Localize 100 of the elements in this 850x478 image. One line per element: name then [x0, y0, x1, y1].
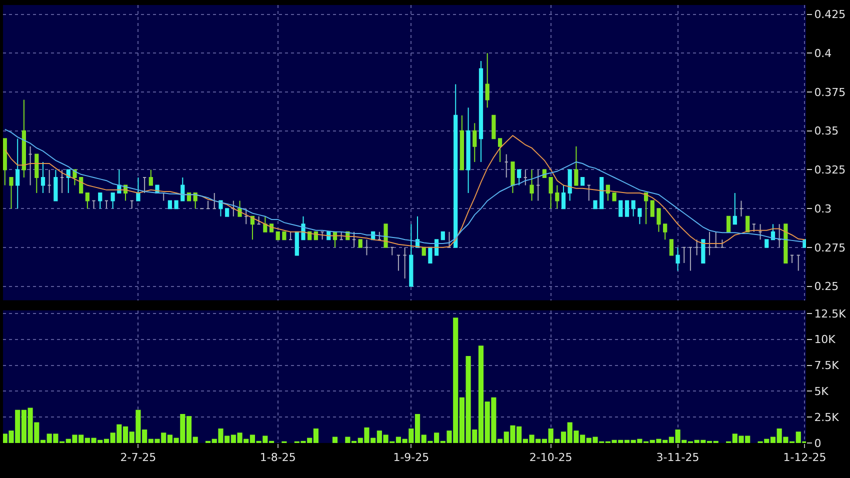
candlestick — [136, 177, 140, 202]
candlestick — [618, 200, 623, 217]
candlestick — [263, 216, 268, 232]
y-tick-label: 0 — [814, 436, 822, 450]
candlestick — [110, 192, 115, 210]
y-tick-label: 0.325 — [814, 164, 846, 177]
candlestick — [694, 239, 699, 256]
candlestick — [174, 200, 178, 210]
candlestick — [130, 200, 134, 210]
candlestick — [644, 192, 648, 225]
candlestick — [3, 138, 7, 186]
candlestick — [663, 224, 668, 240]
candlestick — [485, 52, 490, 108]
x-tick-label: 3-11-25 — [656, 451, 700, 464]
candlestick — [40, 161, 46, 194]
candlestick — [669, 239, 674, 256]
candlestick — [85, 192, 90, 210]
candlestick — [352, 231, 356, 248]
candlestick — [244, 208, 248, 225]
candlestick — [586, 184, 591, 202]
candlestick — [358, 239, 362, 248]
candlestick — [593, 200, 598, 210]
x-tick-label: 1-12-25 — [783, 451, 826, 464]
y-tick-label: 0.3 — [814, 202, 832, 216]
candlestick — [454, 84, 458, 248]
candlestick — [656, 208, 661, 232]
candlestick — [732, 192, 737, 225]
y-tick-label: 7.5K — [814, 359, 840, 372]
candlestick — [784, 224, 788, 264]
candlestick — [22, 99, 26, 178]
candlestick — [606, 184, 610, 202]
candlestick — [536, 169, 540, 202]
candlestick — [568, 169, 572, 202]
x-tick-label: 1-9-25 — [393, 451, 430, 464]
candlestick — [206, 200, 210, 210]
bar — [332, 436, 338, 443]
candlestick — [631, 200, 636, 217]
candlestick — [739, 200, 744, 217]
candlestick — [364, 239, 369, 256]
candlestick — [148, 169, 153, 186]
candlestick — [523, 169, 528, 186]
candlestick — [250, 216, 255, 240]
candlestick — [47, 169, 52, 194]
candlestick — [688, 246, 693, 272]
candlestick — [796, 254, 800, 272]
candlestick — [409, 224, 414, 287]
candlestick — [707, 231, 712, 256]
candlestick — [530, 169, 534, 202]
candlestick — [701, 239, 706, 264]
candlestick — [34, 154, 39, 194]
candlestick — [428, 246, 432, 264]
candlestick — [498, 138, 502, 162]
y-tick-label: 0.275 — [814, 241, 846, 254]
y-tick-label: 0.25 — [814, 280, 839, 294]
candlestick — [764, 239, 769, 248]
y-tick-label: 0.425 — [814, 8, 846, 22]
candlestick — [16, 138, 20, 210]
candlestick — [193, 192, 198, 210]
candlestick — [440, 231, 445, 240]
candlestick — [231, 200, 236, 217]
candlestick — [726, 216, 731, 232]
candlestick — [580, 177, 585, 186]
candlestick — [104, 200, 109, 210]
candlestick — [770, 224, 776, 240]
candlestick — [66, 169, 70, 194]
candlestick — [752, 224, 756, 232]
candlestick — [447, 231, 452, 248]
candlestick — [472, 122, 477, 162]
candlestick — [600, 177, 604, 210]
y-tick-label: 0.35 — [814, 124, 839, 138]
candlestick — [180, 177, 185, 202]
candlestick — [98, 192, 102, 210]
candlestick — [574, 146, 578, 186]
candlestick — [460, 114, 464, 170]
candlestick — [638, 208, 642, 225]
candlestick — [676, 246, 680, 272]
candlestick — [714, 231, 718, 248]
candlestick — [276, 231, 280, 240]
candlestick — [612, 192, 616, 202]
candlestick — [92, 200, 96, 210]
x-tick-label: 2-10-25 — [529, 451, 572, 464]
candlestick — [339, 231, 344, 240]
candlestick — [60, 169, 64, 194]
candlestick — [510, 161, 515, 194]
candlestick — [162, 192, 166, 202]
candlestick — [238, 200, 242, 217]
candlestick — [720, 239, 724, 248]
candlestick — [390, 246, 394, 256]
candlestick — [478, 60, 484, 162]
candlestick — [288, 231, 293, 240]
candlestick — [492, 114, 496, 140]
x-tick-label: 1-8-25 — [260, 451, 296, 464]
candlestick — [466, 107, 470, 194]
candlestick — [320, 231, 324, 240]
candlestick — [548, 177, 553, 210]
candlestick — [396, 254, 401, 272]
candlestick — [504, 154, 508, 178]
candlestick — [168, 200, 172, 210]
y-tick-label: 0.4 — [814, 47, 832, 60]
x-tick-label: 2-7-25 — [120, 451, 156, 464]
